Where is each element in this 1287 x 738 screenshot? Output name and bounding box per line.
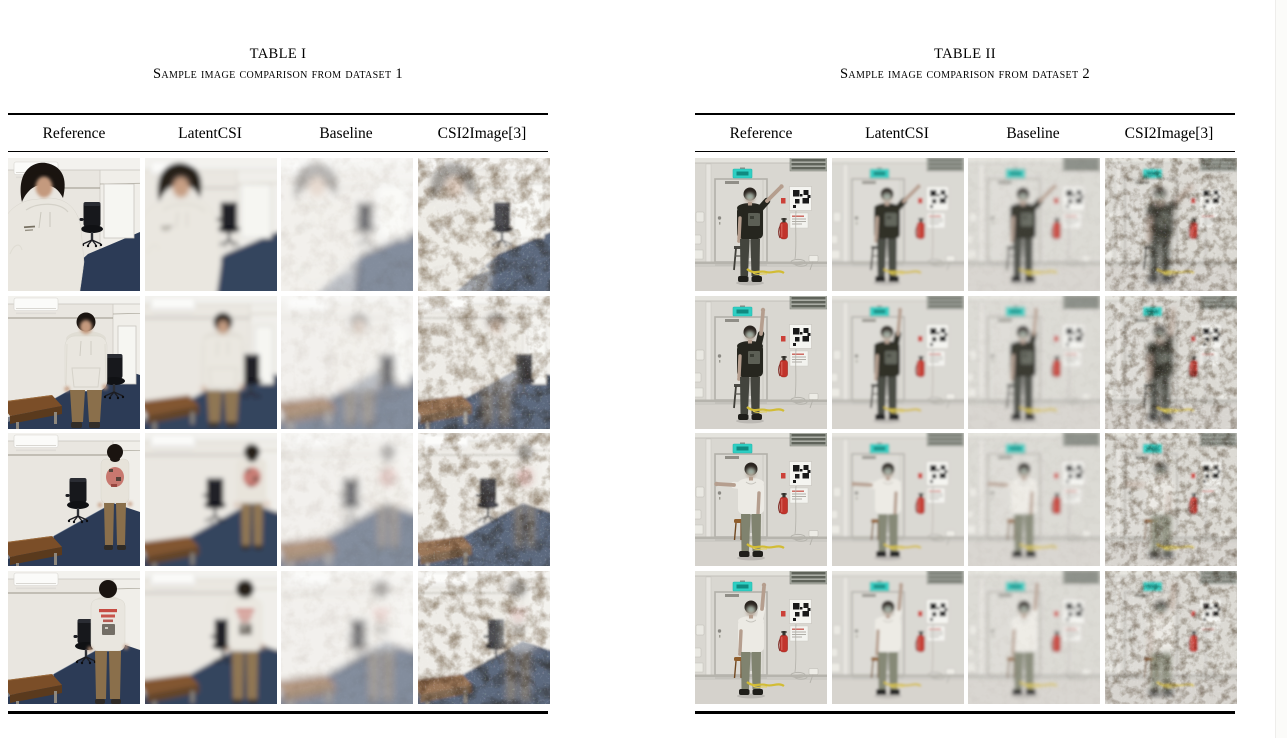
table-2-header-row: Reference LatentCSI Baseline CSI2Image[3… <box>695 122 1235 146</box>
table-2-bottom-rule <box>695 711 1235 714</box>
table-1-top-rule <box>8 113 548 116</box>
table-2-row-2-csi2image-3-image <box>1104 295 1237 429</box>
table-2-row-1-csi2image-3-image <box>1104 158 1237 291</box>
table-2-row-2-baseline-image <box>968 295 1100 429</box>
table-2-row-2-reference-image <box>695 295 827 429</box>
table-2-row-4-csi2image-3-image <box>1104 570 1237 704</box>
table-2-col-latentcsi: LatentCSI <box>865 125 929 142</box>
table-2-col-reference: Reference <box>729 125 793 142</box>
table-1-row-3-latentcsi-image <box>144 433 277 566</box>
table-1-row-4-baseline-image <box>281 570 413 704</box>
table-1-col-baseline: Baseline <box>319 125 373 142</box>
table-2-image-grid <box>695 158 1237 704</box>
table-2-row-3-csi2image-3-image <box>1104 433 1237 566</box>
table-2-col-baseline: Baseline <box>1006 125 1060 142</box>
table-1-image-grid <box>8 158 550 704</box>
table-2-caption: Sample image comparison from dataset 2 <box>839 66 1091 82</box>
table-1-title: TABLE I <box>249 46 307 62</box>
table-2-title: TABLE II <box>933 46 997 62</box>
table-2-row-3-baseline-image <box>968 433 1100 566</box>
table-2-row-1-reference-image <box>695 158 827 291</box>
table-1-row-1-baseline-image <box>281 158 413 291</box>
table-1-row-3-baseline-image <box>281 433 413 566</box>
table-1-row-4-csi2image-3-image <box>417 570 550 704</box>
table-2-row-3-latentcsi-image <box>831 433 964 566</box>
table-1-header-row: Reference LatentCSI Baseline CSI2Image[3… <box>8 122 548 146</box>
table-1-section: TABLE I Sample image comparison from dat… <box>8 0 550 738</box>
table-1-row-1-reference-image <box>8 158 140 291</box>
table-1-col-latentcsi: LatentCSI <box>178 125 242 142</box>
table-1-mid-rule <box>8 151 548 153</box>
table-1-col-csi2image: CSI2Image[3] <box>437 125 527 142</box>
table-1-col-reference: Reference <box>42 125 106 142</box>
table-1-row-2-baseline-image <box>281 295 413 429</box>
table-1-row-2-csi2image-3-image <box>417 295 550 429</box>
table-1-row-1-csi2image-3-image <box>417 158 550 291</box>
table-2-row-3-reference-image <box>695 433 827 566</box>
table-2-row-4-latentcsi-image <box>831 570 964 704</box>
table-2-col-csi2image: CSI2Image[3] <box>1124 125 1214 142</box>
table-1-row-3-reference-image <box>8 433 140 566</box>
table-1-row-4-latentcsi-image <box>144 570 277 704</box>
table-1-bottom-rule <box>8 711 548 714</box>
page-right-margin-strip <box>1275 0 1287 738</box>
table-2-row-4-reference-image <box>695 570 827 704</box>
table-2-row-1-latentcsi-image <box>831 158 964 291</box>
table-1-row-2-reference-image <box>8 295 140 429</box>
table-1-row-4-reference-image <box>8 570 140 704</box>
table-1-row-2-latentcsi-image <box>144 295 277 429</box>
table-2-top-rule <box>695 113 1235 116</box>
table-1-row-1-latentcsi-image <box>144 158 277 291</box>
table-2-row-4-baseline-image <box>968 570 1100 704</box>
table-1-caption: Sample image comparison from dataset 1 <box>152 66 404 82</box>
table-2-section: TABLE II Sample image comparison from da… <box>695 0 1237 738</box>
table-1-row-3-csi2image-3-image <box>417 433 550 566</box>
table-2-mid-rule <box>695 151 1235 153</box>
table-2-row-1-baseline-image <box>968 158 1100 291</box>
table-2-row-2-latentcsi-image <box>831 295 964 429</box>
